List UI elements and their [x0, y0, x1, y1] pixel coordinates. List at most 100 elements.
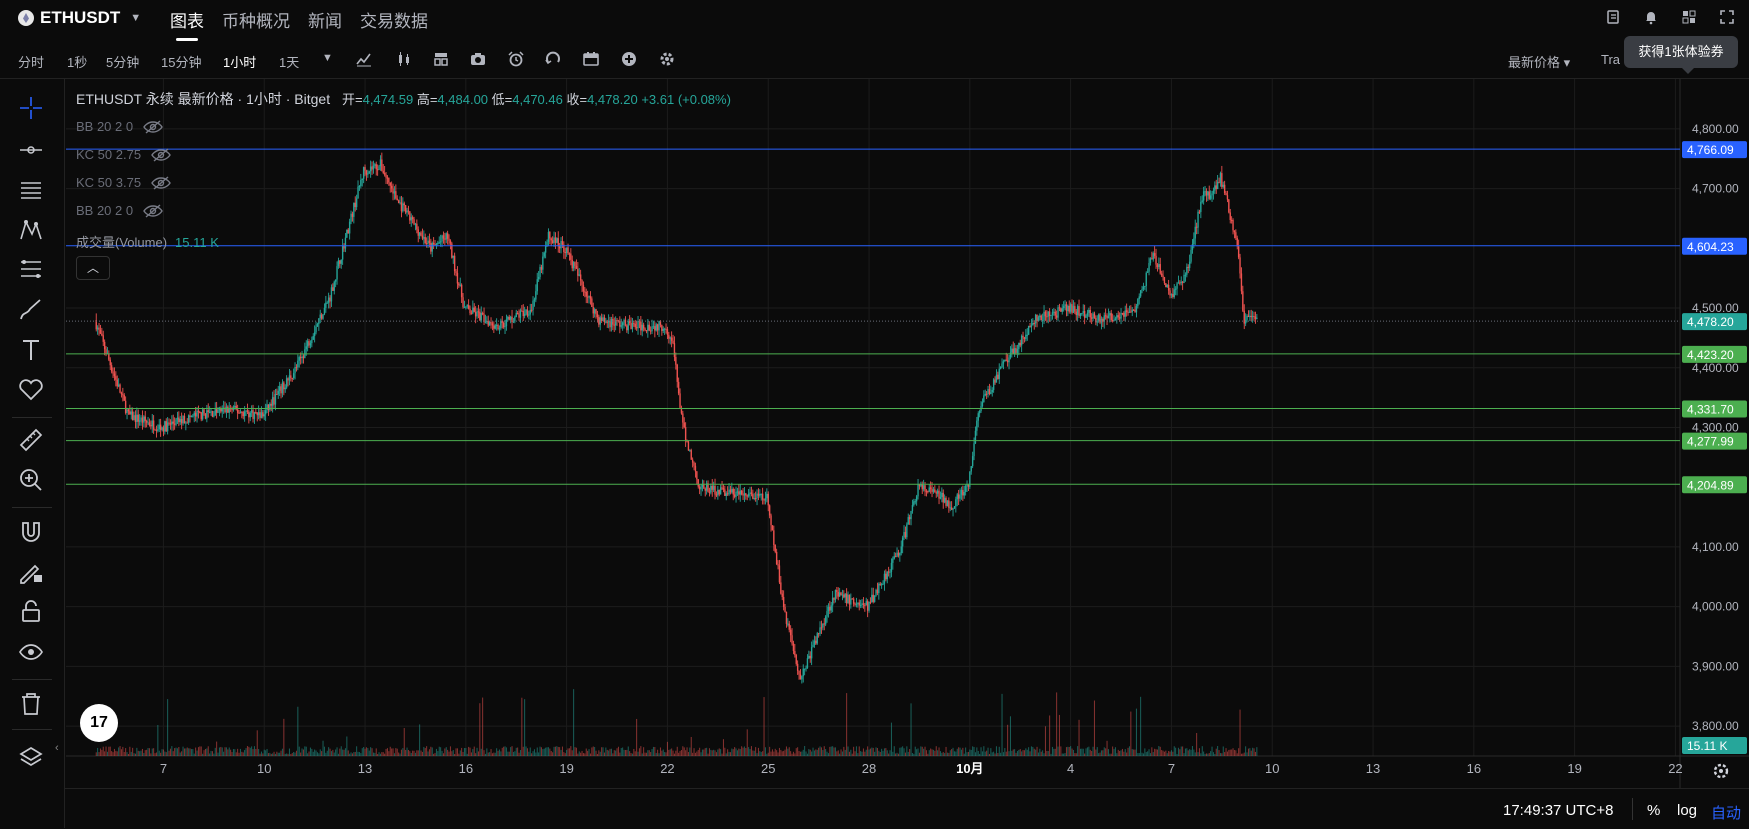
- candle-body: [332, 287, 334, 291]
- tab-trade-data[interactable]: 交易数据: [360, 12, 428, 31]
- hidden-eye-icon[interactable]: [151, 175, 171, 190]
- volume-bar: [714, 750, 716, 756]
- calendar-icon[interactable]: [583, 51, 599, 67]
- horizontal-lines-icon[interactable]: [18, 177, 44, 203]
- layout-grid-icon[interactable]: [1681, 9, 1697, 25]
- candle-body: [250, 410, 253, 413]
- candle-body: [830, 605, 832, 611]
- candle-body: [151, 420, 153, 427]
- time-tick-label: 22: [660, 761, 674, 776]
- volume-bar: [294, 752, 296, 756]
- volume-bar: [258, 749, 260, 756]
- candles-icon[interactable]: [396, 51, 412, 67]
- brush-icon[interactable]: [18, 297, 44, 323]
- candle-body: [413, 219, 415, 225]
- timeframe-5m[interactable]: 5分钟: [106, 55, 140, 70]
- trash-icon[interactable]: [18, 691, 44, 717]
- fib-retracement-icon[interactable]: [18, 257, 44, 283]
- candle-body: [659, 320, 662, 326]
- notebook-icon[interactable]: [1605, 9, 1621, 25]
- volume-bar: [647, 750, 649, 756]
- timeframe-1d[interactable]: 1天: [279, 55, 300, 70]
- hidden-eye-icon[interactable]: [151, 147, 171, 162]
- candle-body: [935, 492, 937, 494]
- percent-toggle[interactable]: %: [1647, 802, 1661, 819]
- indicator-kc-2[interactable]: KC 50 3.75: [76, 175, 171, 190]
- volume-bar: [904, 752, 906, 756]
- tab-coin-overview[interactable]: 币种概况: [222, 12, 290, 31]
- collapse-legend-button[interactable]: ︿: [76, 256, 110, 280]
- add-icon[interactable]: [621, 51, 637, 67]
- gear-icon[interactable]: [659, 51, 675, 67]
- volume-bar: [753, 750, 755, 756]
- volume-bar: [470, 752, 472, 756]
- volume-bar: [1026, 749, 1028, 756]
- tab-news[interactable]: 新闻: [308, 12, 342, 31]
- ruler-icon[interactable]: [18, 427, 44, 453]
- indicators-icon[interactable]: [356, 51, 372, 67]
- volume-bar: [249, 747, 251, 756]
- symbol-selector[interactable]: ETHUSDT ▼: [18, 8, 141, 28]
- volume-bar: [1245, 746, 1247, 756]
- indicator-kc-1[interactable]: KC 50 2.75: [76, 147, 171, 162]
- timeframe-1h[interactable]: 1小时: [223, 55, 257, 70]
- trade-button[interactable]: Tra: [1601, 52, 1621, 67]
- clock-text[interactable]: 17:49:37 UTC+8: [1503, 802, 1614, 819]
- trend-line-icon[interactable]: [18, 137, 44, 163]
- timeframe-1s[interactable]: 1秒: [67, 55, 88, 70]
- volume-bar: [181, 751, 183, 756]
- candle-body: [670, 337, 673, 341]
- candle-body: [561, 241, 564, 245]
- alarm-icon[interactable]: [508, 51, 524, 67]
- log-toggle[interactable]: log: [1677, 802, 1698, 819]
- lock-icon[interactable]: [18, 599, 44, 625]
- candle-body: [1229, 212, 1231, 220]
- candle-body: [1055, 315, 1058, 318]
- hidden-eye-icon[interactable]: [143, 119, 163, 134]
- volume-bar: [1250, 750, 1252, 756]
- candle-body: [379, 159, 382, 167]
- eye-icon[interactable]: [18, 639, 44, 665]
- candle-body: [920, 484, 922, 486]
- bell-icon[interactable]: [1643, 9, 1659, 25]
- volume-bar: [594, 747, 596, 756]
- zoom-in-icon[interactable]: [18, 467, 44, 493]
- axis-settings-icon[interactable]: [1712, 762, 1730, 780]
- replay-icon[interactable]: [545, 51, 561, 67]
- candle-body: [766, 493, 768, 499]
- candle-body: [752, 494, 754, 499]
- fullscreen-icon[interactable]: [1719, 9, 1735, 25]
- sidebar-collapse-icon[interactable]: ‹: [55, 742, 59, 754]
- timeframe-15m[interactable]: 15分钟: [161, 55, 202, 70]
- heart-icon[interactable]: [18, 377, 44, 403]
- indicator-bb-2[interactable]: BB 20 2 0: [76, 203, 163, 218]
- pattern-icon[interactable]: [18, 217, 44, 243]
- layers-icon[interactable]: [18, 745, 44, 771]
- price-chart[interactable]: 4,800.004,700.004,500.004,400.004,300.00…: [66, 79, 1749, 788]
- timeframe-more-icon[interactable]: ▼: [322, 52, 333, 64]
- text-tool-icon[interactable]: [18, 337, 44, 363]
- price-type-dropdown[interactable]: 最新价格 ▾: [1508, 55, 1571, 70]
- camera-icon[interactable]: [470, 51, 486, 67]
- hidden-eye-icon[interactable]: [143, 203, 163, 218]
- candle-body: [360, 179, 362, 186]
- candle-body: [164, 421, 166, 432]
- candle-body: [110, 365, 113, 372]
- tradingview-logo[interactable]: 17: [80, 704, 118, 742]
- templates-icon[interactable]: [433, 51, 449, 67]
- volume-bar: [986, 750, 988, 756]
- timeframe-tick[interactable]: 分时: [18, 55, 45, 70]
- indicator-bb-1[interactable]: BB 20 2 0: [76, 119, 163, 134]
- lock-drawing-icon[interactable]: [18, 559, 44, 585]
- magnet-icon[interactable]: [18, 519, 44, 545]
- volume-legend[interactable]: 成交量(Volume) 15.11 K: [76, 232, 219, 251]
- volume-bar: [682, 746, 684, 756]
- volume-bar: [1184, 748, 1186, 756]
- volume-bar: [370, 747, 372, 756]
- volume-bar: [347, 750, 349, 756]
- crosshair-icon[interactable]: [18, 95, 44, 121]
- volume-bar: [540, 747, 542, 756]
- tab-chart[interactable]: 图表: [170, 7, 204, 41]
- auto-scale-toggle[interactable]: 自动: [1711, 805, 1742, 822]
- voucher-tooltip[interactable]: 获得1张体验券: [1624, 36, 1738, 74]
